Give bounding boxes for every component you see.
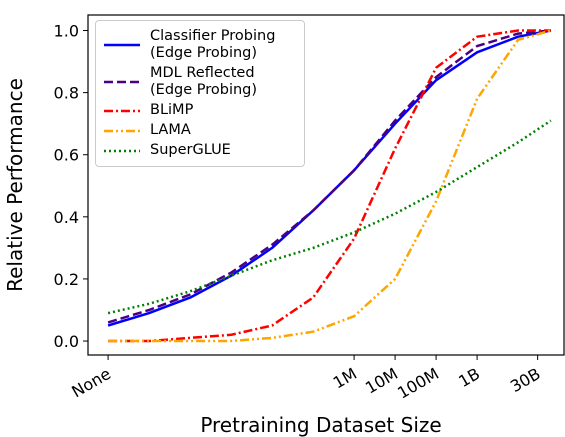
legend-swatch — [104, 43, 140, 47]
legend-swatch — [104, 149, 140, 152]
legend-swatch — [104, 109, 140, 112]
plot-frame — [87, 14, 565, 356]
x-tick-label: 1M — [330, 364, 360, 392]
legend-entry: MDL Reflected (Edge Probing) — [96, 65, 304, 99]
x-tick-label: 1B — [455, 364, 483, 391]
data-line — [107, 29, 552, 324]
y-tick-label: 0.4 — [54, 208, 79, 227]
legend-label: SuperGLUE — [150, 142, 231, 158]
y-tick-label: 0.0 — [54, 332, 79, 351]
x-tick-label: 30B — [507, 364, 544, 396]
y-tick-label: 0.2 — [54, 270, 79, 289]
y-tick-label: 1.0 — [54, 22, 79, 41]
legend-label: Classifier Probing (Edge Probing) — [150, 28, 276, 61]
legend-swatch — [104, 129, 140, 132]
x-tick-label: 10M — [362, 364, 401, 398]
y-tick-label: 0.8 — [54, 84, 79, 103]
y-axis-label: Relative Performance — [3, 78, 27, 292]
x-tick-label: None — [68, 364, 114, 401]
data-line — [108, 29, 552, 343]
legend-label: BLiMP — [150, 102, 194, 118]
legend-entry: Classifier Probing (Edge Probing) — [96, 28, 304, 62]
y-tick-label: 0.6 — [54, 146, 79, 165]
legend-entry: BLiMP — [96, 102, 304, 119]
x-tick-label: 100M — [394, 364, 442, 403]
data-line — [108, 29, 551, 343]
legend-entry: SuperGLUE — [96, 142, 304, 159]
legend-entry: LAMA — [96, 122, 304, 139]
legend-swatch — [104, 80, 140, 84]
data-line — [107, 119, 552, 315]
legend: Classifier Probing (Edge Probing) MDL Ref… — [95, 20, 305, 167]
x-axis-label: Pretraining Dataset Size — [200, 413, 441, 437]
legend-label: LAMA — [150, 122, 191, 138]
legend-label: MDL Reflected (Edge Probing) — [150, 65, 258, 98]
